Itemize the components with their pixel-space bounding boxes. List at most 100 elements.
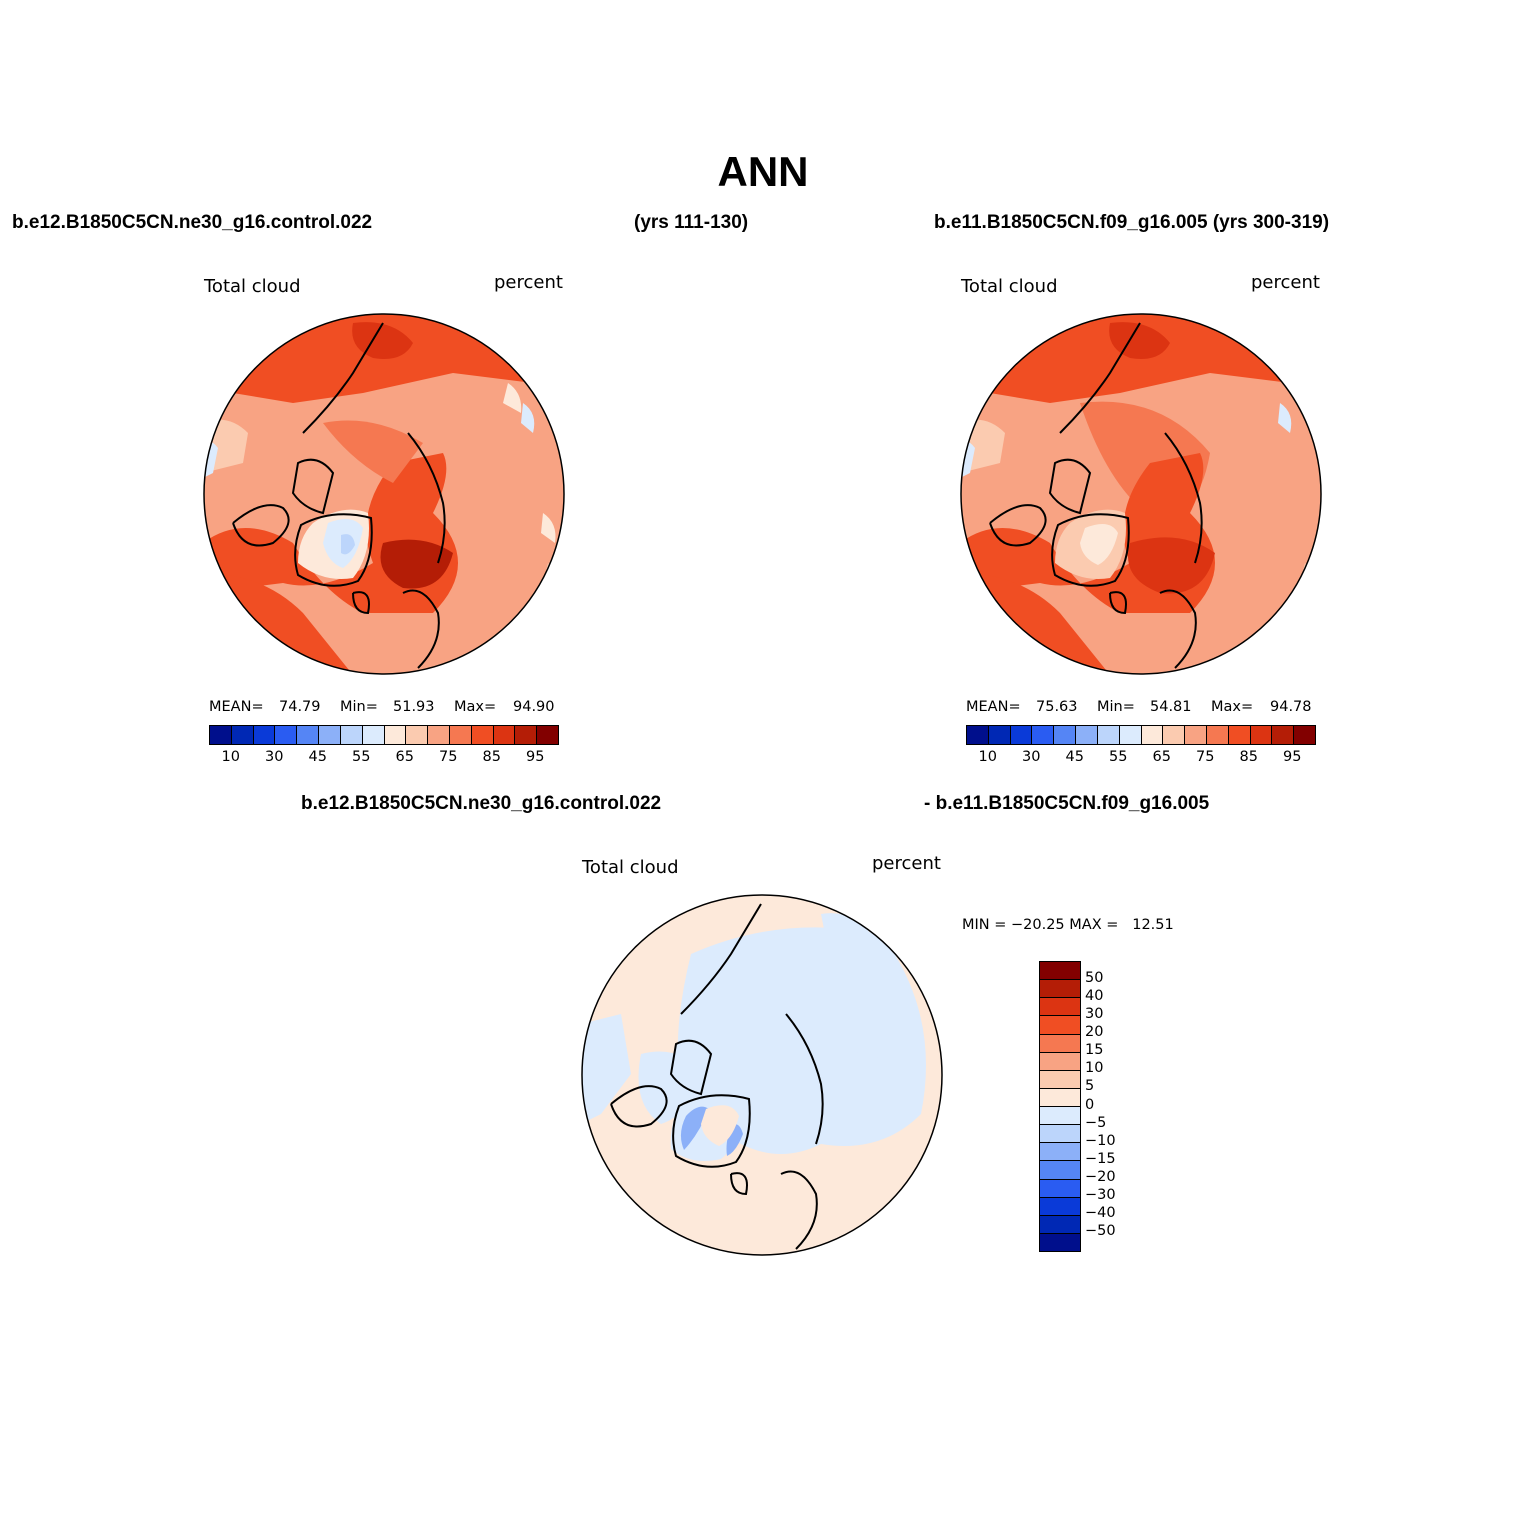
case2-label: b.e11.B1850C5CN.f09_g16.005 (yrs 300-319…: [934, 212, 1330, 233]
colorbar-swatch: [428, 726, 450, 744]
colorbar-tick-label: 15: [1085, 1042, 1104, 1059]
colorbar-tick-label: 10: [1085, 1060, 1104, 1077]
colorbar-tick-label: 10: [978, 749, 997, 765]
colorbar-swatch: [1040, 1233, 1080, 1251]
colorbar-swatch: [1163, 726, 1186, 744]
colorbar-swatch: [1040, 1197, 1080, 1216]
colorbar-swatch: [1040, 1215, 1080, 1234]
case1-years: (yrs 111-130): [634, 212, 749, 233]
colorbar-swatch: [1010, 726, 1033, 744]
colorbar-swatch: [537, 726, 558, 744]
colorbar-swatch: [1040, 1125, 1080, 1144]
colorbar-swatch: [1185, 726, 1207, 744]
colorbar-swatch: [1032, 726, 1055, 744]
colorbar-tick-label: 75: [439, 749, 458, 765]
colorbar-swatch: [1206, 726, 1229, 744]
panel1-polar-map: [203, 313, 565, 675]
panel2-colorbar: [966, 725, 1316, 745]
colorbar-swatch: [1040, 998, 1080, 1017]
colorbar-swatch: [1040, 1052, 1080, 1071]
colorbar-swatch: [1097, 726, 1120, 744]
colorbar-swatch: [988, 726, 1011, 744]
colorbar-tick-label: 20: [1085, 1024, 1104, 1041]
panel1-mean-value: 74.79: [279, 699, 321, 715]
colorbar-swatch: [297, 726, 320, 744]
colorbar-swatch: [275, 726, 298, 744]
colorbar-tick-label: 30: [265, 749, 284, 765]
colorbar-swatch: [406, 726, 429, 744]
panel2-max-value: 94.78: [1270, 699, 1312, 715]
colorbar-tick-label: −5: [1085, 1114, 1107, 1131]
panel1-colorbar: [209, 725, 559, 745]
panel2-mean-value: 75.63: [1036, 699, 1078, 715]
panel2-units: percent: [1251, 272, 1320, 293]
panel2-min-value: 54.81: [1150, 699, 1192, 715]
colorbar-tick-label: 5: [1085, 1078, 1095, 1095]
colorbar-tick-label: 55: [1109, 749, 1128, 765]
colorbar-tick-label: 50: [1085, 970, 1104, 987]
colorbar-tick-label: 10: [221, 749, 240, 765]
panel1-min-value: 51.93: [393, 699, 435, 715]
diff-colorbar: [1039, 961, 1081, 1252]
panel1-mean-label: MEAN=: [209, 699, 264, 715]
panel2-mean-label: MEAN=: [966, 699, 1021, 715]
colorbar-tick-label: −20: [1085, 1168, 1116, 1185]
colorbar-tick-label: 85: [1239, 749, 1258, 765]
colorbar-tick-label: 75: [1196, 749, 1215, 765]
figure-title: ANN: [717, 148, 809, 195]
colorbar-swatch: [1076, 726, 1098, 744]
diff-polar-map: [581, 894, 943, 1256]
colorbar-tick-label: 30: [1022, 749, 1041, 765]
colorbar-swatch: [449, 726, 472, 744]
colorbar-swatch: [1054, 726, 1077, 744]
colorbar-tick-label: 85: [482, 749, 501, 765]
panel1-max-value: 94.90: [513, 699, 555, 715]
colorbar-swatch: [1294, 726, 1315, 744]
colorbar-swatch: [515, 726, 538, 744]
colorbar-swatch: [1040, 1070, 1080, 1089]
colorbar-tick-label: −15: [1085, 1150, 1116, 1167]
colorbar-swatch: [210, 726, 232, 744]
colorbar-swatch: [1040, 1088, 1080, 1107]
colorbar-swatch: [1040, 1107, 1080, 1126]
colorbar-tick-label: 65: [395, 749, 414, 765]
colorbar-tick-label: 55: [352, 749, 371, 765]
diff-variable: Total cloud: [582, 857, 679, 878]
colorbar-tick-label: −40: [1085, 1204, 1116, 1221]
panel2-variable: Total cloud: [961, 276, 1058, 297]
colorbar-swatch: [1040, 1179, 1080, 1198]
colorbar-swatch: [1228, 726, 1251, 744]
colorbar-swatch: [967, 726, 989, 744]
colorbar-swatch: [1040, 1161, 1080, 1180]
panel2-polar-map: [960, 313, 1322, 675]
colorbar-swatch: [1040, 1143, 1080, 1162]
colorbar-swatch: [1040, 1034, 1080, 1053]
panel2-max-label: Max=: [1211, 699, 1254, 715]
diff-units: percent: [872, 853, 941, 874]
case1-name: b.e12.B1850C5CN.ne30_g16.control.022: [12, 212, 373, 233]
colorbar-swatch: [253, 726, 276, 744]
colorbar-tick-label: −50: [1085, 1222, 1116, 1239]
diff-case1-name: b.e12.B1850C5CN.ne30_g16.control.022: [301, 793, 662, 814]
colorbar-swatch: [1040, 962, 1080, 981]
colorbar-tick-label: 30: [1085, 1006, 1104, 1023]
colorbar-tick-label: 40: [1085, 988, 1104, 1005]
colorbar-tick-label: 0: [1085, 1096, 1095, 1113]
panel1-variable: Total cloud: [204, 276, 301, 297]
colorbar-tick-label: 65: [1152, 749, 1171, 765]
colorbar-swatch: [340, 726, 363, 744]
colorbar-swatch: [384, 726, 407, 744]
colorbar-swatch: [362, 726, 385, 744]
colorbar-tick-label: 45: [1065, 749, 1084, 765]
colorbar-swatch: [493, 726, 516, 744]
colorbar-swatch: [1141, 726, 1164, 744]
panel2-min-label: Min=: [1097, 699, 1135, 715]
colorbar-swatch: [1040, 980, 1080, 999]
panel1-max-label: Max=: [454, 699, 497, 715]
diff-minmax: MIN = −20.25 MAX = 12.51: [962, 917, 1174, 933]
colorbar-tick-label: −30: [1085, 1186, 1116, 1203]
colorbar-swatch: [231, 726, 254, 744]
colorbar-swatch: [1250, 726, 1273, 744]
colorbar-swatch: [319, 726, 341, 744]
colorbar-swatch: [471, 726, 494, 744]
